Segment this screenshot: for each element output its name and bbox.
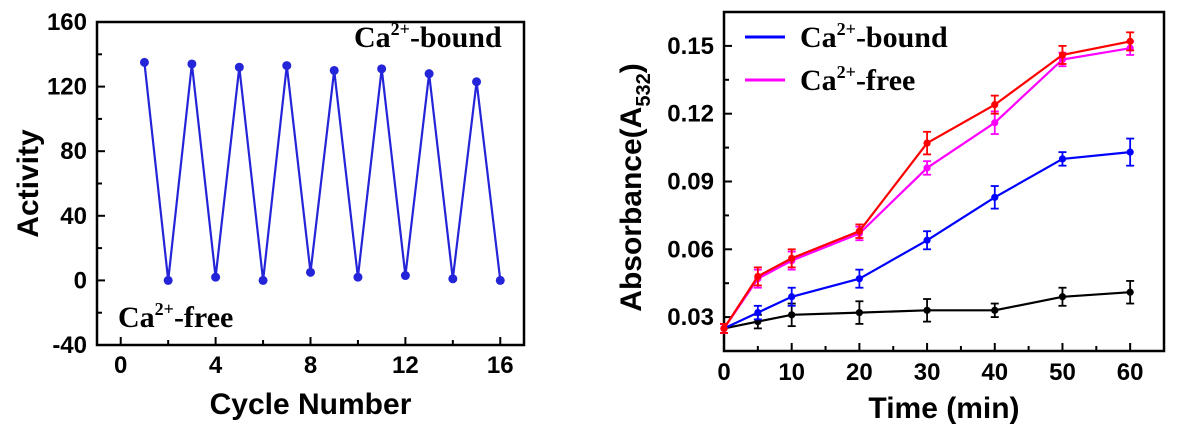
legend-label: Ca2+-free <box>800 62 915 97</box>
x-tick-label: 8 <box>304 352 317 379</box>
y-tick-label: 0.09 <box>667 169 714 196</box>
data-point <box>855 227 863 235</box>
legend-label: Ca2+-bound <box>800 19 948 54</box>
absorbance-time-chart: 0 10 20 30 40 50 60 0.03 0.06 0.09 0.12 0.15 Time (m… <box>615 10 1166 425</box>
data-point <box>788 293 796 301</box>
data-point <box>495 275 505 285</box>
x-tick-label: 60 <box>1117 359 1144 386</box>
plot-frame <box>722 10 1166 353</box>
data-point <box>720 324 728 332</box>
data-point <box>788 311 796 319</box>
data-point <box>991 306 999 314</box>
data-point <box>353 272 363 282</box>
data-point <box>163 275 173 285</box>
y-tick-label: 160 <box>47 9 87 36</box>
data-point <box>1058 155 1067 163</box>
plot-frame <box>95 20 526 347</box>
x-tick-label: 16 <box>487 352 514 379</box>
data-point <box>991 101 999 109</box>
data-point <box>139 57 149 67</box>
y-tick-label: 0.06 <box>667 236 714 263</box>
y-tick-label: 80 <box>60 138 87 165</box>
annotation-ca-free-rest: -free <box>174 301 233 334</box>
annotation-ca-free-superscript: 2+ <box>155 299 174 319</box>
data-point <box>472 77 482 87</box>
y-axis-label-subscript: 532 <box>633 73 655 106</box>
data-point <box>234 62 244 72</box>
data-point <box>1126 288 1134 296</box>
data-point <box>306 267 315 277</box>
y-axis-label-main: Absorbance(A <box>615 107 648 312</box>
x-tick-label: 20 <box>846 359 873 386</box>
data-point <box>211 272 221 282</box>
data-point <box>923 139 931 147</box>
legend-label-base: Ca <box>800 64 837 97</box>
legend-label-rest: -free <box>856 64 915 97</box>
x-axis-label: Time (min) <box>868 392 1019 425</box>
data-point <box>1126 37 1134 45</box>
legend-label-rest: -bound <box>856 21 948 54</box>
annotation-ca-free-base: Ca <box>118 301 155 334</box>
data-point <box>923 306 931 314</box>
annotation-ca-bound-base: Ca <box>354 21 391 54</box>
y-tick-label: 0.12 <box>667 101 714 128</box>
data-point <box>855 275 863 283</box>
data-point <box>329 65 339 75</box>
data-point <box>754 308 762 317</box>
x-tick-label: 40 <box>981 359 1008 386</box>
data-point <box>1058 51 1067 59</box>
y-axis-label-close: ) <box>615 63 648 73</box>
data-point <box>923 236 931 244</box>
annotation-ca-bound-superscript: 2+ <box>391 19 410 39</box>
data-point <box>754 272 762 281</box>
data-point <box>923 164 931 172</box>
data-point <box>448 274 458 284</box>
x-tick-label: 0 <box>114 352 127 379</box>
y-axis-label: Absorbance(A532) <box>615 63 655 311</box>
x-tick-label: 10 <box>778 359 805 386</box>
data-point <box>991 193 999 201</box>
annotation-ca-bound: Ca2+-bound <box>354 19 502 54</box>
annotation-ca-free: Ca2+-free <box>118 299 233 334</box>
data-point <box>855 308 863 317</box>
annotation-ca-bound-rest: -bound <box>410 21 502 54</box>
data-point <box>1058 293 1067 301</box>
x-tick-label: 50 <box>1049 359 1076 386</box>
series-line <box>723 151 1131 330</box>
data-point <box>991 119 999 127</box>
series-line <box>143 62 502 281</box>
y-tick-label: 40 <box>60 203 87 230</box>
data-point <box>788 254 796 262</box>
data-point <box>258 275 268 285</box>
legend-label-base: Ca <box>800 21 837 54</box>
series-line <box>723 291 1131 330</box>
data-point <box>1126 148 1134 156</box>
data-point <box>282 61 292 71</box>
x-tick-label: 30 <box>914 359 941 386</box>
legend-label-superscript: 2+ <box>837 62 856 82</box>
data-point <box>424 69 434 79</box>
x-tick-label: 4 <box>209 352 223 379</box>
data-point <box>400 271 410 281</box>
y-tick-label: 120 <box>47 74 87 101</box>
x-tick-label: 0 <box>717 359 730 386</box>
data-point <box>187 59 197 69</box>
y-tick-label: 0 <box>74 267 87 294</box>
x-axis-label: Cycle Number <box>210 388 412 421</box>
series-line <box>723 47 1131 330</box>
legend-label-superscript: 2+ <box>837 19 856 39</box>
y-tick-label: 0.15 <box>667 33 714 60</box>
y-axis-label: Activity <box>12 129 45 238</box>
y-tick-label: -40 <box>52 332 87 359</box>
x-tick-label: 12 <box>392 352 419 379</box>
data-point <box>377 64 387 74</box>
y-tick-label: 0.03 <box>667 304 714 331</box>
series-line <box>723 40 1131 329</box>
activity-cycle-chart: 0 4 8 12 16 -40 0 40 80 120 160 Cycle Number Activit… <box>12 9 526 421</box>
